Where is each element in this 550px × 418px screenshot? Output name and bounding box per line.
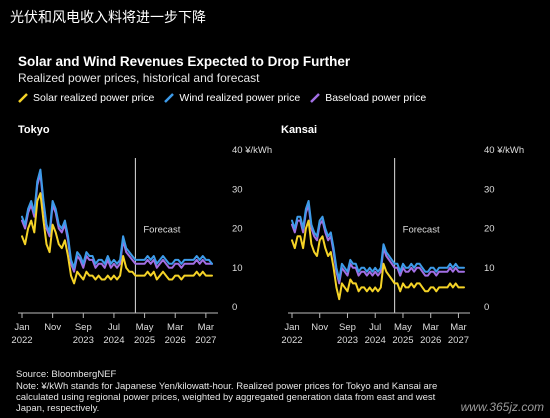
- chart-title: Solar and Wind Revenues Expected to Drop…: [18, 54, 351, 69]
- kansai-y-tick-label: 30: [484, 184, 495, 195]
- kansai-y-tick-label: 10: [484, 263, 495, 274]
- tokyo-x-tick-year: 2024: [103, 335, 124, 346]
- tokyo-x-tick-year: 2025: [134, 335, 155, 346]
- kansai-y-tick-label: 20: [484, 224, 495, 235]
- kansai-x-tick-month: May: [394, 322, 412, 333]
- tokyo-y-tick-label: 10: [232, 263, 243, 274]
- legend-item-solar: Solar realized power price: [18, 92, 154, 104]
- chart-kansai: Forecast 40 ¥/kWh 10 20 30 0 Jan 2022 Nov Sep 2023…: [281, 145, 524, 346]
- headline: 光伏和风电收入料将进一步下降: [10, 10, 206, 26]
- kansai-x-tick-year: 2026: [420, 335, 441, 346]
- tokyo-x-tick-month: Mar: [198, 322, 214, 333]
- footnote-line-3: Japan, respectively.: [16, 403, 100, 414]
- tokyo-x-tick-month: Mar: [167, 322, 183, 333]
- chart-tokyo: Forecast 40 ¥/kWh 10 20 30 0 Jan 2022 Nov Sep 2023…: [11, 145, 272, 346]
- footnote-line-1: Note: ¥/kWh stands for Japanese Yen/kilo…: [16, 381, 438, 392]
- tokyo-x-tick-year: 2027: [195, 335, 216, 346]
- tokyo-x-tick-month: Nov: [44, 322, 61, 333]
- tokyo-baseload-line: [21, 172, 213, 273]
- watermark: www.365jz.com: [460, 400, 544, 414]
- legend-item-baseload: Baseload power price: [310, 92, 426, 104]
- kansai-x-tick-month: Jul: [369, 322, 381, 333]
- wind-line-icon: [164, 93, 175, 103]
- legend-item-wind: Wind realized power price: [164, 92, 300, 104]
- kansai-baseload-line: [291, 204, 465, 285]
- legend-label-wind: Wind realized power price: [179, 92, 301, 104]
- kansai-x-tick-year: 2022: [281, 335, 302, 346]
- kansai-x-tick-year: 2025: [392, 335, 413, 346]
- kansai-x-tick-month: Mar: [450, 322, 466, 333]
- tokyo-x-tick-month: Jan: [14, 322, 29, 333]
- footnote-line-2: calculated using regional power prices, …: [16, 392, 436, 403]
- legend: Solar realized power price Wind realized…: [18, 92, 426, 104]
- legend-label-baseload: Baseload power price: [325, 92, 427, 104]
- kansai-y-tick-label: 0: [484, 302, 489, 313]
- tokyo-forecast-label: Forecast: [143, 224, 180, 235]
- tokyo-x-tick-year: 2022: [11, 335, 32, 346]
- kansai-x-tick-month: Nov: [311, 322, 328, 333]
- baseload-line-icon: [310, 93, 321, 103]
- tokyo-y-tick-label: 0: [232, 302, 237, 313]
- tokyo-x-tick-month: Sep: [75, 322, 92, 333]
- source-note: Source: BloombergNEF: [16, 369, 117, 380]
- solar-line-icon: [18, 93, 28, 103]
- tokyo-x-tick-year: 2023: [73, 335, 94, 346]
- legend-label-solar: Solar realized power price: [33, 92, 155, 104]
- kansai-solar-line: [291, 219, 465, 301]
- kansai-x-tick-year: 2023: [337, 335, 358, 346]
- tokyo-x-tick-year: 2026: [165, 335, 186, 346]
- tokyo-x-tick-month: Jul: [108, 322, 120, 333]
- kansai-x-tick-month: Mar: [423, 322, 439, 333]
- tokyo-y-tick-label: 30: [232, 184, 243, 195]
- kansai-x-tick-year: 2027: [448, 335, 469, 346]
- kansai-forecast-label: Forecast: [403, 224, 440, 235]
- tokyo-x-tick-month: May: [136, 322, 154, 333]
- panel-title-kansai: Kansai: [281, 124, 318, 136]
- kansai-x-tick-month: Sep: [339, 322, 356, 333]
- kansai-y-unit-label: 40 ¥/kWh: [484, 145, 524, 156]
- kansai-x-tick-month: Jan: [284, 322, 299, 333]
- kansai-wind-line: [291, 200, 465, 281]
- kansai-x-tick-year: 2024: [365, 335, 386, 346]
- chart-subtitle: Realized power prices, historical and fo…: [18, 71, 260, 85]
- tokyo-wind-line: [21, 168, 213, 269]
- tokyo-y-unit-label: 40 ¥/kWh: [232, 145, 272, 156]
- tokyo-y-tick-label: 20: [232, 224, 243, 235]
- panel-title-tokyo: Tokyo: [18, 124, 50, 136]
- tokyo-solar-line: [21, 192, 213, 285]
